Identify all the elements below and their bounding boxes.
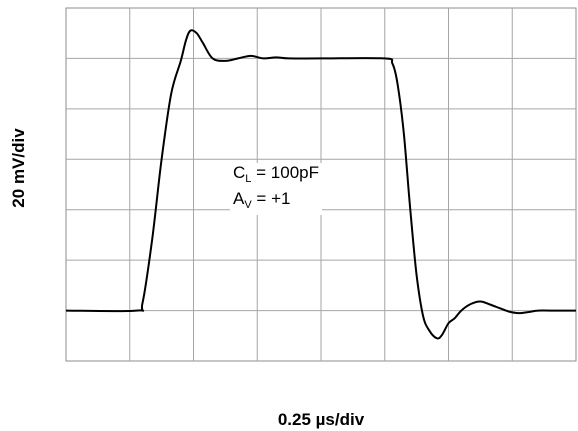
waveform-trace (65, 29, 576, 340)
grid (65, 7, 577, 362)
av-symbol: A (233, 189, 245, 208)
av-value: = +1 (256, 189, 291, 208)
cl-value: = 100pF (256, 163, 319, 182)
load-capacitance-annotation: CL = 100pF (233, 163, 319, 189)
gain-annotation: AV = +1 (233, 189, 319, 215)
av-subscript: V (244, 199, 252, 211)
cl-subscript: L (245, 173, 252, 185)
annotation-box: CL = 100pF AV = +1 (230, 163, 322, 215)
cl-symbol: C (233, 163, 246, 182)
x-axis-label: 0.25 µs/div (277, 410, 365, 429)
y-axis-label: 20 mV/div (9, 128, 28, 208)
